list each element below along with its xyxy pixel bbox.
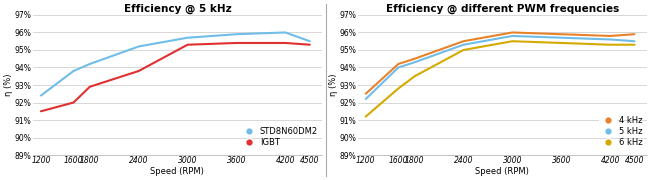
Legend: STD8N60DM2, IGBT: STD8N60DM2, IGBT bbox=[240, 127, 318, 147]
Legend: 4 kHz, 5 kHz, 6 kHz: 4 kHz, 5 kHz, 6 kHz bbox=[600, 116, 643, 147]
Title: Efficiency @ 5 kHz: Efficiency @ 5 kHz bbox=[124, 4, 231, 14]
Y-axis label: η (%): η (%) bbox=[4, 74, 13, 96]
X-axis label: Speed (RPM): Speed (RPM) bbox=[475, 167, 529, 176]
Y-axis label: η (%): η (%) bbox=[329, 74, 338, 96]
X-axis label: Speed (RPM): Speed (RPM) bbox=[150, 167, 204, 176]
Title: Efficiency @ different PWM frequencies: Efficiency @ different PWM frequencies bbox=[385, 4, 619, 14]
